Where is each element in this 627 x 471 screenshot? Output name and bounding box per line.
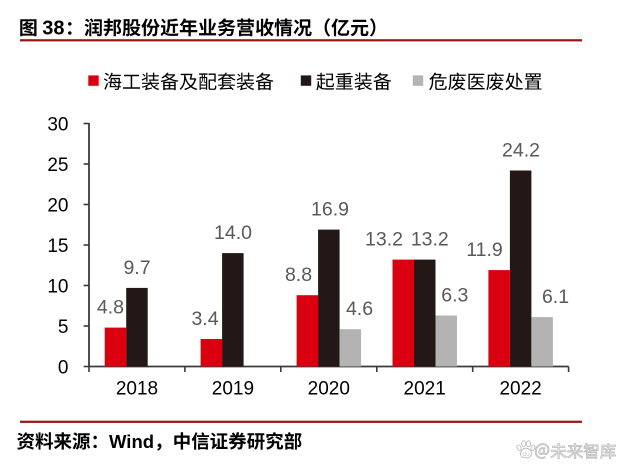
svg-text:0: 0	[58, 357, 69, 378]
svg-text:11.9: 11.9	[466, 239, 503, 261]
svg-text:13.2: 13.2	[411, 229, 449, 251]
svg-text:8.8: 8.8	[285, 264, 312, 286]
svg-text:3.4: 3.4	[191, 308, 218, 330]
svg-text:2018: 2018	[116, 379, 158, 400]
svg-text:du: du	[522, 451, 530, 458]
svg-text:Wind: Wind	[109, 431, 154, 452]
svg-text:10: 10	[47, 276, 68, 297]
svg-text:2021: 2021	[404, 379, 446, 400]
svg-text:20: 20	[47, 195, 68, 216]
svg-text:9.7: 9.7	[123, 257, 150, 279]
svg-text:15: 15	[47, 236, 68, 257]
svg-text:24.2: 24.2	[502, 140, 540, 162]
svg-text:6.3: 6.3	[441, 285, 468, 307]
svg-text:2019: 2019	[212, 379, 254, 400]
svg-text:38: 38	[42, 18, 64, 40]
svg-text:16.9: 16.9	[311, 199, 349, 221]
svg-text:25: 25	[47, 155, 68, 176]
svg-text:14.0: 14.0	[214, 222, 252, 244]
svg-text:4.8: 4.8	[97, 297, 124, 319]
svg-text:30: 30	[47, 114, 68, 135]
svg-text:2022: 2022	[499, 379, 541, 400]
svg-text:13.2: 13.2	[365, 229, 403, 251]
svg-text:5: 5	[58, 317, 69, 338]
svg-text:4.6: 4.6	[346, 298, 373, 320]
svg-text:2020: 2020	[308, 379, 350, 400]
svg-text:6.1: 6.1	[542, 286, 569, 308]
